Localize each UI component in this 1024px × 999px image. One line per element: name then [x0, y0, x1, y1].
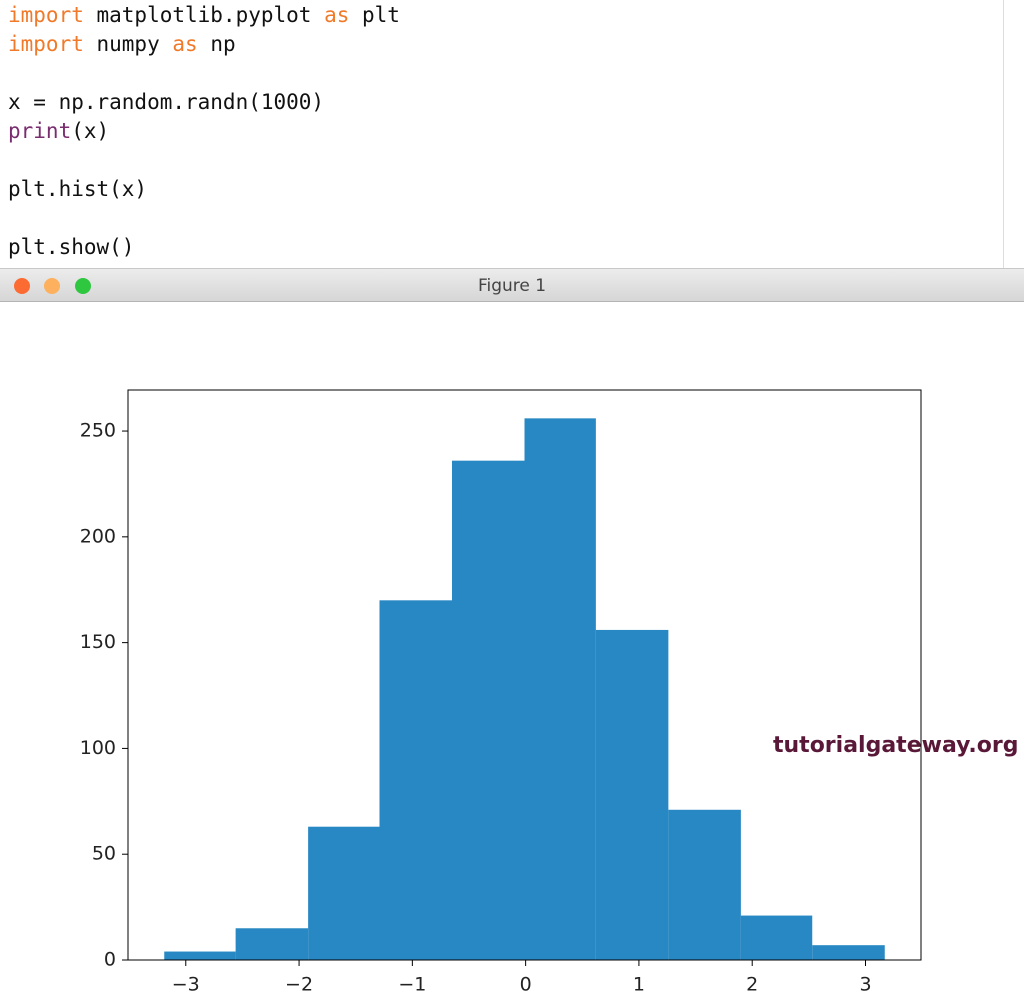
code-token: import [8, 3, 84, 27]
bar [451, 460, 525, 960]
code-token: as [172, 32, 198, 56]
code-token: plt.show() [8, 235, 135, 259]
y-tick-label: 250 [80, 420, 116, 442]
code-token: plt [349, 3, 400, 27]
code-token: print [8, 119, 72, 143]
y-tick-label: 50 [92, 843, 116, 865]
bar [235, 928, 309, 960]
bar [740, 915, 813, 960]
code-token: matplotlib.pyplot [83, 3, 325, 27]
bar [812, 945, 885, 960]
chart: 0 50 100 150 200 250 −3 −2 −1 0 1 2 3 [80, 389, 922, 996]
window-title-bar: Figure 1 [0, 268, 1024, 302]
code-token: as [324, 3, 350, 27]
x-tick-label: −1 [398, 974, 426, 996]
bar [595, 629, 669, 960]
close-button[interactable] [14, 278, 30, 294]
bar [379, 600, 452, 960]
scrollbar [1003, 0, 1004, 268]
code-editor: import matplotlib.pyplot as plt import nu… [0, 0, 1024, 268]
y-tick-label: 100 [80, 737, 116, 759]
axes-frame [127, 389, 922, 961]
x-tick-label: 0 [520, 974, 532, 996]
bar [308, 826, 380, 960]
watermark: tutorialgateway.org [773, 733, 1019, 758]
x-tick-label: −3 [172, 974, 200, 996]
bar [524, 418, 596, 960]
minimize-button[interactable] [44, 278, 60, 294]
code-line: import numpy as np [8, 30, 236, 59]
code-token: plt.hist(x) [8, 177, 148, 201]
code-line: plt.hist(x) [8, 175, 147, 204]
bar [164, 951, 236, 960]
x-tick-label: 1 [633, 974, 645, 996]
code-line: x = np.random.randn(1000) [8, 88, 324, 117]
y-tick-label: 150 [80, 631, 116, 653]
code-token: np [197, 32, 236, 56]
code-line: plt.show() [8, 233, 134, 262]
code-line: import matplotlib.pyplot as plt [8, 1, 400, 30]
code-token: numpy [83, 32, 173, 56]
window-title: Figure 1 [477, 276, 547, 296]
bar [668, 809, 741, 960]
code-token: (x) [71, 119, 110, 143]
code-token: import [8, 32, 84, 56]
x-tick-label: 2 [746, 974, 758, 996]
code-line: print(x) [8, 117, 109, 146]
zoom-button[interactable] [75, 278, 91, 294]
y-tick-label: 0 [104, 949, 116, 971]
x-tick-label: −2 [285, 974, 313, 996]
x-tick-label: 3 [859, 974, 871, 996]
code-token: x = np.random.randn(1000) [8, 90, 325, 114]
y-tick-label: 200 [80, 525, 116, 547]
